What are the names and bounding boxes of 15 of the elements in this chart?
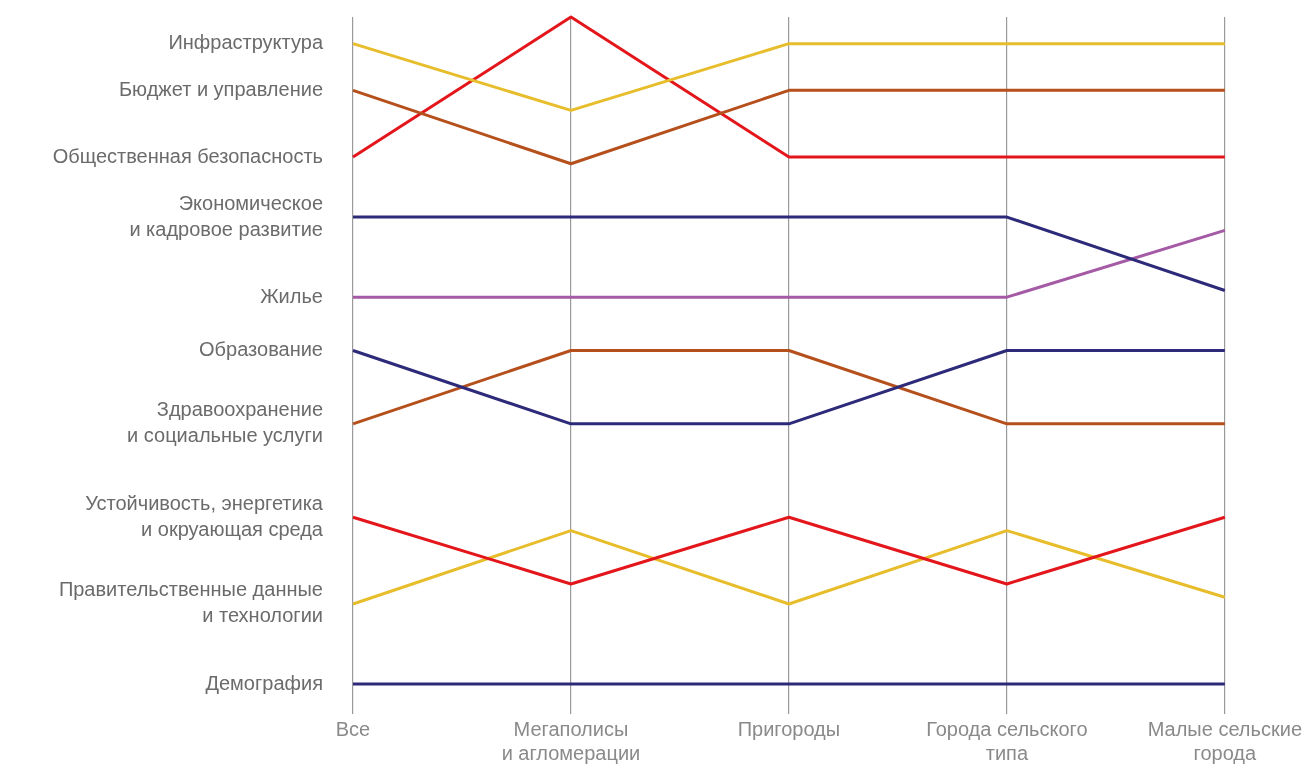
series-label: Демография — [205, 671, 323, 694]
series-label: Жилье — [260, 284, 323, 307]
series-label: Экономическое и кадровое развитие — [129, 191, 323, 240]
series-label: Бюджет и управление — [118, 77, 323, 100]
series-label: Правительственные данные и технологии — [58, 578, 323, 627]
series-label: Устойчивость, энергетика и окруающая среда — [85, 491, 324, 540]
series-label: Общественная безопасность — [52, 144, 323, 167]
series-label: Инфраструктура — [168, 31, 324, 54]
x-tick-label: Пригороды — [737, 717, 841, 740]
series-label: Здравоохранение и социальные услуги — [127, 398, 323, 447]
x-tick-label: Мегаполисы и агломерации — [501, 717, 641, 764]
x-tick-label: Малые сельские города — [1147, 717, 1302, 764]
x-tick-label: Все — [335, 717, 371, 740]
series-label: Образование — [199, 338, 323, 361]
x-tick-label: Города сельского типа — [926, 717, 1088, 764]
